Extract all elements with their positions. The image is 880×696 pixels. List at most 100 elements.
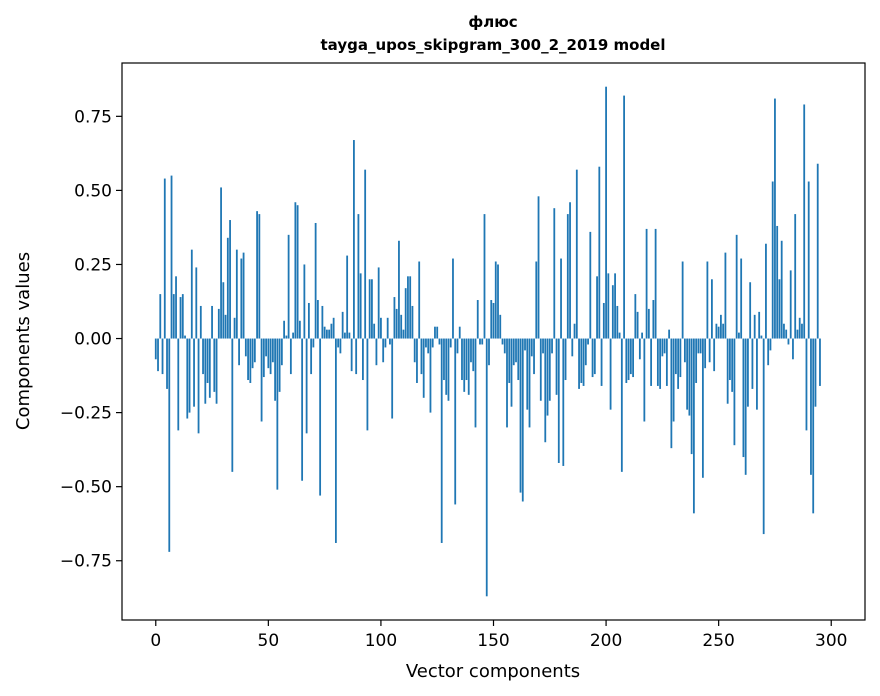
bar-244 [704,338,707,369]
bar-257 [733,338,736,446]
plot-frame [121,62,866,621]
bar-8 [172,294,175,339]
bar-52 [271,338,274,363]
bar-3 [161,338,164,375]
bar-105 [391,338,394,419]
bar-94 [366,338,369,431]
bar-289 [805,338,808,431]
bar-136 [461,338,463,381]
bar-110 [402,329,405,339]
bar-212 [632,338,634,378]
bar-21 [202,338,204,375]
bar-99 [377,267,380,339]
bar-229 [670,338,673,449]
bar-17 [193,338,195,407]
bar-15 [188,338,191,413]
bar-25 [211,305,213,339]
bar-124 [434,326,436,339]
bar-111 [404,288,407,339]
bar-169 [535,261,538,339]
bar-101 [382,338,385,363]
bar-18 [195,267,198,339]
bar-270 [762,338,765,535]
bar-135 [458,326,461,339]
bar-95 [368,279,371,339]
bar-287 [801,323,803,339]
bar-203 [611,285,614,339]
bar-295 [819,338,821,386]
x-tick-label: 100 [365,631,397,651]
bar-81 [337,338,340,348]
bar-62 [294,202,297,339]
bar-284 [794,214,797,339]
bar-294 [816,163,819,339]
bar-90 [357,214,360,339]
bar-176 [551,338,553,354]
chart-subtitle: tayga_upos_skipgram_300_2_2019 model [321,36,666,54]
bar-275 [774,98,776,339]
bar-138 [465,338,468,381]
bar-249 [715,323,718,339]
bar-191 [584,338,587,366]
bar-186 [573,323,576,339]
y-axis-ticks: −0.75 −0.50 −0.25 0.00 0.25 0.50 0.75 [60,107,122,572]
bar-261 [742,338,745,458]
bar-279 [783,323,785,339]
bar-86 [348,332,351,339]
bar-242 [699,338,702,354]
bar-113 [409,276,412,339]
bar-139 [467,338,470,395]
bar-82 [339,338,342,354]
bar-213 [634,294,637,339]
bar-129 [445,338,448,395]
bar-144 [479,338,481,345]
bar-267 [756,338,758,410]
bar-60 [289,338,292,375]
bar-182 [564,338,567,381]
bar-265 [751,338,754,389]
bar-51 [269,338,272,375]
bar-141 [472,338,475,372]
bar-10 [177,338,180,431]
bar-174 [546,338,549,416]
bar-226 [663,338,666,354]
bar-282 [789,270,792,339]
bar-196 [596,276,598,339]
bar-9 [175,276,177,339]
bar-170 [537,196,540,339]
bar-112 [407,276,409,339]
bar-132 [452,258,454,339]
x-tick-label: 0 [150,631,161,651]
bar-31 [224,314,227,339]
bar-189 [580,338,583,383]
bar-291 [810,338,812,475]
bar-84 [344,332,346,339]
y-tick-label: 0.75 [74,107,112,127]
bar-27 [215,338,218,404]
bar-214 [636,311,639,339]
bar-193 [589,231,592,339]
bar-6 [168,338,171,552]
bar-150 [492,302,495,339]
bar-143 [476,300,479,339]
bar-98 [375,338,378,366]
bar-194 [591,338,594,378]
bar-77 [328,329,331,339]
bar-134 [456,338,459,354]
bar-67 [305,338,308,434]
bar-121 [427,338,430,354]
bar-49 [265,338,267,357]
x-tick-label: 50 [258,631,280,651]
chart-title: флюс [468,13,517,31]
bar-241 [697,338,700,354]
bar-165 [526,338,529,410]
bar-204 [614,273,616,339]
bar-185 [571,338,574,357]
bar-247 [711,279,713,339]
bar-269 [760,335,763,339]
bar-128 [443,338,445,381]
bar-164 [524,338,526,351]
bar-258 [735,234,738,339]
bar-227 [665,338,668,386]
